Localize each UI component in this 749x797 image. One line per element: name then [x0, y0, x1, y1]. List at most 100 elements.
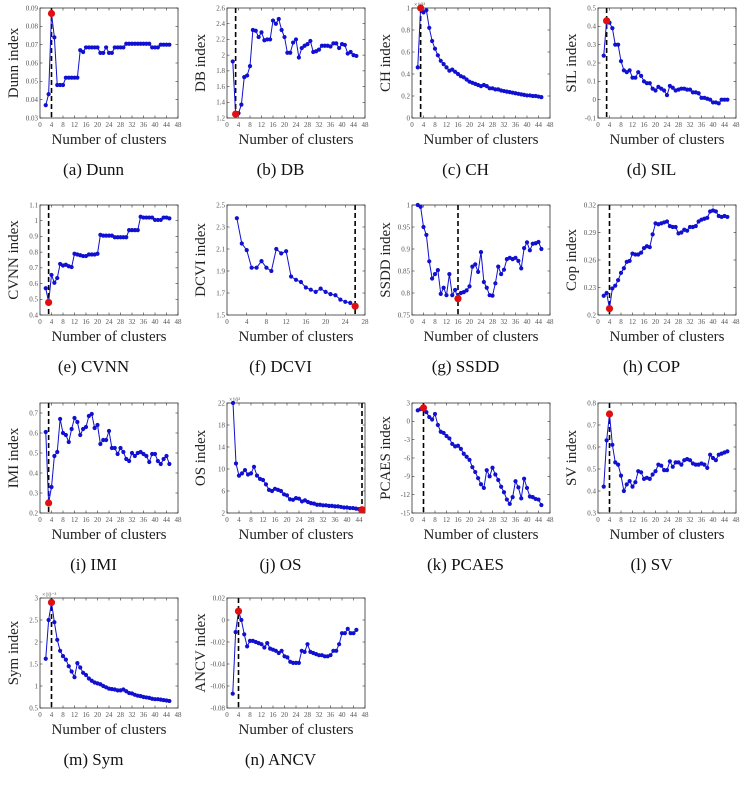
- data-point: [279, 648, 284, 653]
- data-point: [444, 433, 449, 439]
- x-tick-label: 8: [265, 318, 269, 326]
- subfigure-caption: (i) IMI: [70, 555, 117, 574]
- x-tick-label: 44: [163, 318, 171, 326]
- x-tick-label: 16: [455, 121, 463, 129]
- y-tick-label: -3: [404, 436, 410, 444]
- data-point: [455, 443, 461, 448]
- data-point: [299, 45, 304, 51]
- data-point: [239, 617, 244, 623]
- data-point: [230, 400, 236, 406]
- data-point: [441, 285, 446, 290]
- data-point: [276, 16, 281, 22]
- x-tick-label: 24: [478, 121, 486, 129]
- data-point: [499, 484, 504, 489]
- data-point: [314, 502, 320, 507]
- y-tick-label: 18: [218, 421, 226, 429]
- data-point: [83, 672, 89, 678]
- data-point: [705, 215, 710, 220]
- data-point: [467, 284, 472, 289]
- data-point: [450, 441, 455, 447]
- data-point: [233, 461, 239, 466]
- data-point: [147, 459, 152, 465]
- data-point: [473, 262, 478, 267]
- x-tick-label: 16: [83, 318, 91, 326]
- x-tick-label: 0: [225, 121, 229, 129]
- data-point: [152, 451, 158, 457]
- data-point: [60, 653, 66, 659]
- data-point: [539, 246, 544, 252]
- x-tick-label: 8: [61, 711, 65, 719]
- data-point: [52, 620, 57, 625]
- data-point: [636, 70, 641, 75]
- panel-e: 0 4 8 12 16 20 24 28 32 36 40 44 48 0.4 0.5 0.6 0.7 0.8 0.…: [0, 197, 187, 392]
- data-point: [337, 642, 342, 647]
- data-point: [539, 502, 544, 508]
- x-tick-label: 28: [675, 318, 683, 326]
- x-tick-label: 32: [501, 516, 509, 524]
- data-point: [138, 41, 143, 46]
- data-point: [690, 90, 695, 95]
- data-point: [75, 661, 80, 666]
- y-tick-label: 0.23: [584, 284, 597, 292]
- data-point: [263, 482, 269, 487]
- data-point: [60, 82, 66, 88]
- data-point: [693, 223, 698, 229]
- data-point: [478, 482, 484, 487]
- data-point: [430, 417, 435, 422]
- plot-area: [39, 402, 179, 514]
- x-tick-label: 4: [50, 121, 54, 129]
- x-tick-label: 44: [721, 516, 729, 524]
- data-point: [124, 235, 129, 240]
- data-point: [490, 465, 495, 470]
- data-point: [247, 638, 253, 643]
- subfigure-caption: (g) SSDD: [431, 357, 500, 376]
- x-tick-label: 32: [320, 516, 328, 524]
- x-tick-label: 12: [258, 121, 266, 129]
- y-tick-label: 0.32: [584, 201, 597, 209]
- x-tick-label: 28: [489, 318, 497, 326]
- data-point: [341, 505, 347, 510]
- x-tick-label: 0: [596, 516, 600, 524]
- x-tick-label: 44: [350, 121, 358, 129]
- y-axis-label: Cop index: [564, 228, 580, 291]
- x-tick-label: 0: [225, 318, 229, 326]
- data-point: [647, 81, 652, 86]
- data-point: [464, 288, 469, 293]
- data-point: [722, 97, 727, 102]
- data-point: [421, 224, 426, 230]
- x-tick-label: 16: [272, 516, 280, 524]
- x-tick-label: 20: [466, 318, 474, 326]
- x-tick-label: 0: [596, 318, 600, 326]
- data-point: [601, 484, 606, 489]
- x-tick-label: 12: [629, 516, 637, 524]
- data-point: [298, 279, 304, 285]
- data-point: [613, 42, 618, 47]
- data-point: [601, 293, 606, 298]
- data-point: [501, 490, 507, 495]
- x-tick-label: 16: [641, 318, 649, 326]
- data-point: [708, 452, 713, 457]
- data-point: [639, 250, 644, 255]
- data-point: [318, 286, 323, 291]
- y-axis-label: DCVI index: [193, 223, 209, 297]
- data-point: [496, 477, 501, 483]
- data-point: [273, 648, 278, 653]
- data-point: [487, 86, 492, 91]
- x-tick-label: 0: [38, 711, 42, 719]
- optimal-marker: [603, 17, 611, 25]
- data-point: [81, 49, 86, 55]
- data-point: [604, 438, 609, 443]
- y-tick-label: 0.85: [398, 267, 411, 275]
- data-point: [158, 217, 163, 223]
- y-tick-label: 0.8: [401, 289, 410, 297]
- y-tick-label: 0.7: [587, 421, 596, 429]
- data-point: [332, 504, 338, 509]
- data-point: [83, 424, 89, 430]
- data-point: [659, 463, 664, 468]
- data-point: [249, 265, 254, 270]
- y-tick-label: 2.6: [216, 4, 225, 12]
- data-point: [438, 291, 443, 296]
- x-tick-label: 8: [248, 121, 252, 129]
- data-point: [421, 10, 426, 15]
- x-tick-label: 40: [339, 121, 347, 129]
